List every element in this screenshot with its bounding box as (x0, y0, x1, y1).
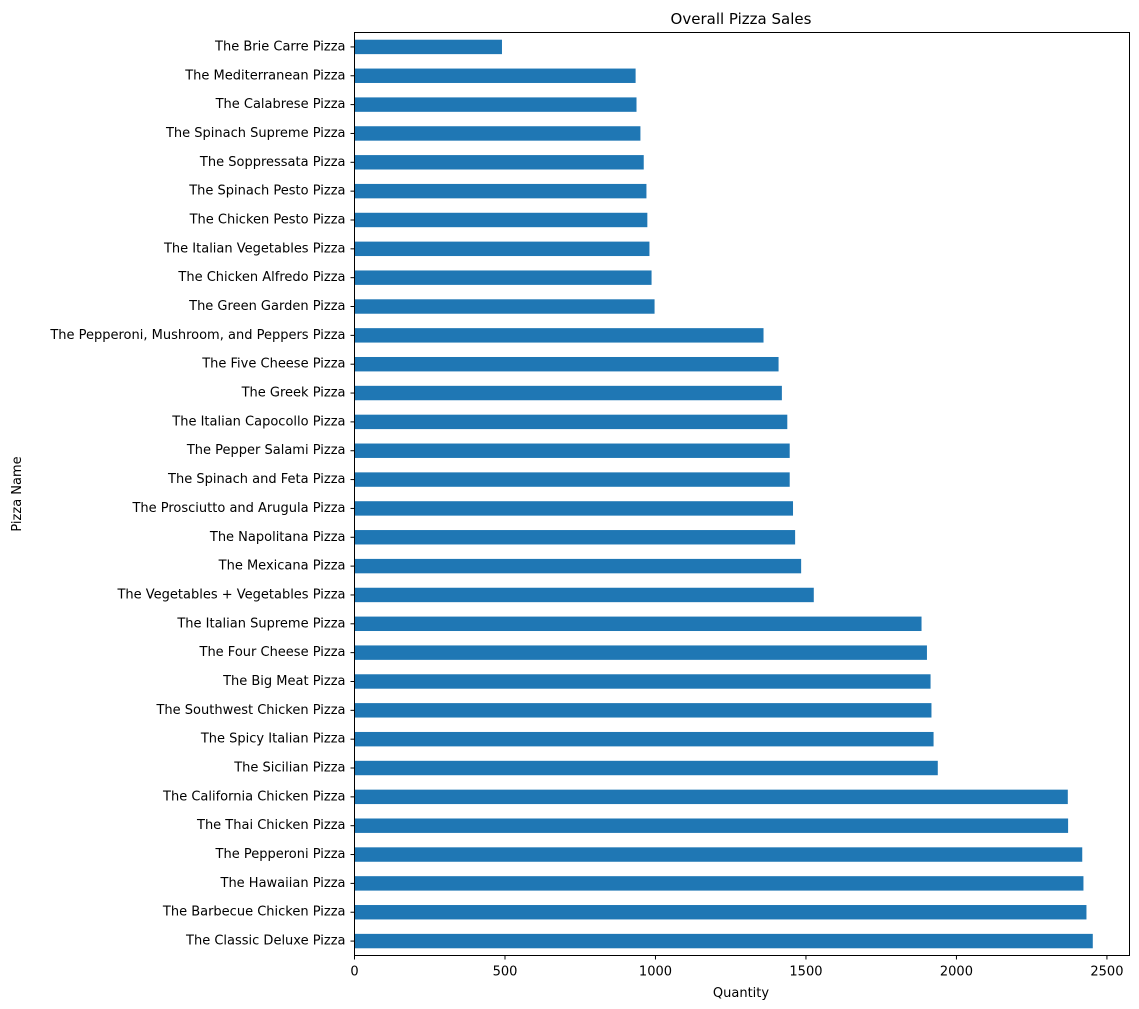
y-tick-label: The Vegetables + Vegetables Pizza (116, 587, 345, 602)
y-tick-label: The Spicy Italian Pizza (200, 732, 346, 747)
y-tick-label: The Spinach and Feta Pizza (167, 472, 345, 487)
x-tick-label: 2500 (1090, 965, 1123, 980)
y-tick-label: The California Chicken Pizza (162, 789, 345, 804)
x-tick-label: 1000 (639, 965, 672, 980)
x-axis-title: Quantity (713, 986, 769, 1001)
y-tick-label: The Mediterranean Pizza (184, 68, 345, 83)
bar (354, 328, 764, 343)
bar (354, 616, 922, 632)
bars-group (354, 39, 1093, 949)
bar (354, 126, 641, 141)
y-tick-label: The Five Cheese Pizza (201, 357, 345, 372)
bar (354, 356, 779, 372)
bar (354, 270, 652, 285)
y-tick-label: The Sicilian Pizza (233, 761, 345, 776)
bar (354, 847, 1083, 862)
y-tick-label: The Four Cheese Pizza (199, 645, 346, 660)
y-tick-label: The Barbecue Chicken Pizza (162, 905, 346, 920)
y-tick-label: The Calabrese Pizza (215, 97, 346, 112)
y-tick-label: The Southwest Chicken Pizza (155, 703, 345, 718)
bar (354, 183, 647, 199)
y-tick-label: The Mexicana Pizza (218, 559, 346, 574)
bar (354, 68, 636, 83)
y-tick-label: The Spinach Supreme Pizza (165, 126, 346, 141)
y-tick-label: The Spinach Pesto Pizza (188, 184, 345, 199)
bar (354, 645, 927, 660)
bar (354, 933, 1093, 949)
bar (354, 818, 1069, 833)
y-tick-label: The Big Meat Pizza (222, 674, 345, 689)
y-tick-label: The Green Garden Pizza (188, 299, 345, 314)
y-tick-label: The Prosciutto and Arugula Pizza (131, 501, 345, 516)
bar (354, 299, 655, 314)
x-tick-label: 1500 (789, 965, 822, 980)
y-axis-ticks: The Brie Carre Pizza The Mediterranean Pi… (49, 39, 355, 949)
y-tick-label: The Pepperoni, Mushroom, and Peppers Piz… (49, 328, 345, 343)
y-tick-label: The Italian Supreme Pizza (176, 616, 345, 631)
y-tick-label: The Classic Deluxe Pizza (185, 934, 345, 949)
bar (354, 530, 796, 545)
x-tick-label: 500 (493, 965, 518, 980)
y-tick-label: The Greek Pizza (241, 386, 346, 401)
y-tick-label: The Chicken Alfredo Pizza (177, 270, 345, 285)
bar (354, 155, 644, 170)
y-tick-label: The Hawaiian Pizza (220, 876, 346, 891)
bar (354, 443, 790, 458)
bar (354, 414, 788, 430)
y-tick-label: The Napolitana Pizza (209, 530, 346, 545)
bar (354, 674, 931, 689)
bar (354, 587, 814, 603)
bar (354, 558, 802, 574)
bar (354, 39, 502, 55)
y-tick-label: The Italian Vegetables Pizza (163, 241, 346, 256)
y-tick-label: The Brie Carre Pizza (214, 39, 345, 54)
bar (354, 731, 934, 747)
chart-title: Overall Pizza Sales (671, 10, 812, 28)
bar (354, 472, 790, 487)
bar (354, 789, 1068, 805)
plot-frame (354, 32, 1130, 956)
bar (354, 905, 1087, 920)
bar (354, 385, 782, 401)
bar (354, 212, 648, 228)
y-tick-label: The Pepper Salami Pizza (186, 443, 346, 458)
y-tick-label: The Italian Capocollo Pizza (171, 414, 345, 429)
bar (354, 241, 650, 257)
bar (354, 876, 1084, 891)
y-axis-title: Pizza Name (10, 456, 25, 531)
bar (354, 97, 637, 112)
y-tick-label: The Thai Chicken Pizza (196, 818, 346, 833)
y-tick-label: The Pepperoni Pizza (215, 847, 346, 862)
bar (354, 703, 932, 718)
x-tick-label: 2000 (940, 965, 973, 980)
y-tick-label: The Soppressata Pizza (199, 155, 346, 170)
bar (354, 501, 794, 516)
bar (354, 760, 938, 776)
x-tick-label: 0 (350, 965, 358, 980)
x-axis-ticks: 0 500 1000 1500 2000 2500 (350, 955, 1123, 980)
y-tick-label: The Chicken Pesto Pizza (189, 212, 346, 227)
